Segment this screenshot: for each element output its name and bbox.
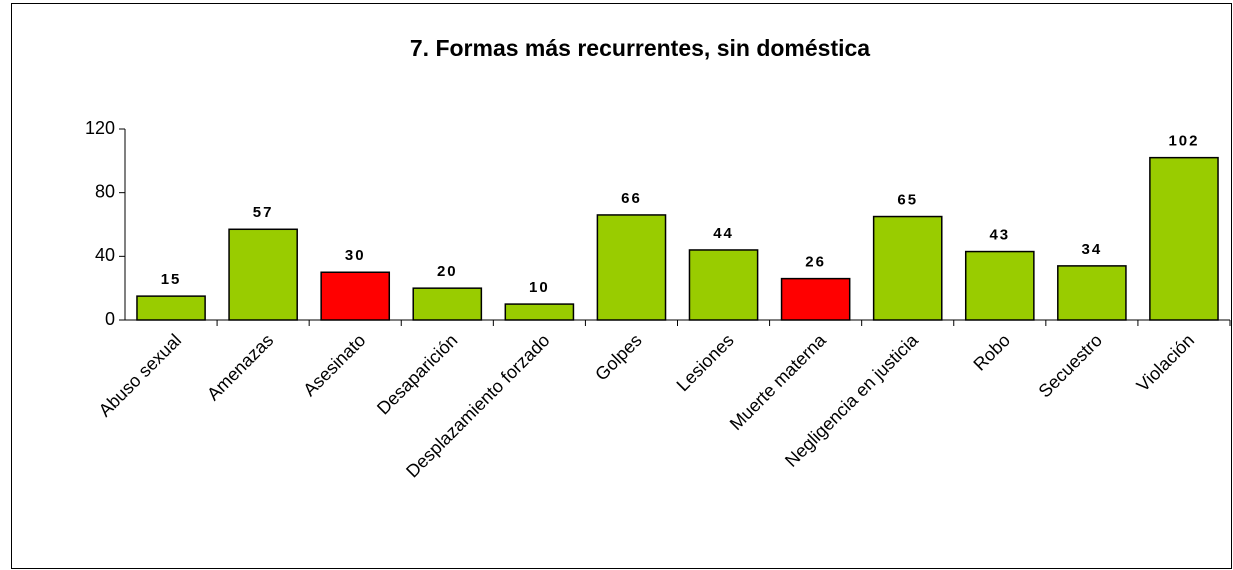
bar: [228, 228, 298, 321]
value-label: 44: [713, 225, 734, 242]
bar: [780, 277, 851, 321]
value-label: 43: [989, 227, 1010, 244]
bar: [1149, 156, 1219, 321]
y-tick-label: 120: [85, 118, 115, 138]
bar: [504, 303, 575, 321]
value-label: 15: [161, 271, 182, 288]
y-tick-label: 40: [95, 245, 115, 265]
bar: [688, 249, 759, 321]
value-label: 30: [345, 247, 366, 264]
y-tick-label: 80: [95, 181, 115, 201]
value-label: 20: [437, 263, 458, 280]
bar: [412, 287, 483, 321]
value-label: 10: [529, 279, 550, 296]
bar: [596, 214, 667, 321]
bar: [964, 250, 1035, 321]
chart-title: 7. Formas más recurrentes, sin doméstica: [410, 35, 870, 61]
value-label: 34: [1082, 241, 1103, 258]
value-label: 102: [1168, 133, 1199, 150]
y-tick-label: 0: [105, 309, 115, 329]
value-label: 65: [897, 192, 918, 209]
bar: [136, 295, 206, 321]
bar: [320, 271, 391, 321]
bar: [872, 215, 943, 321]
value-label: 66: [621, 190, 642, 207]
bar: [1057, 265, 1127, 321]
value-label: 57: [253, 204, 274, 221]
value-label: 26: [805, 254, 826, 271]
